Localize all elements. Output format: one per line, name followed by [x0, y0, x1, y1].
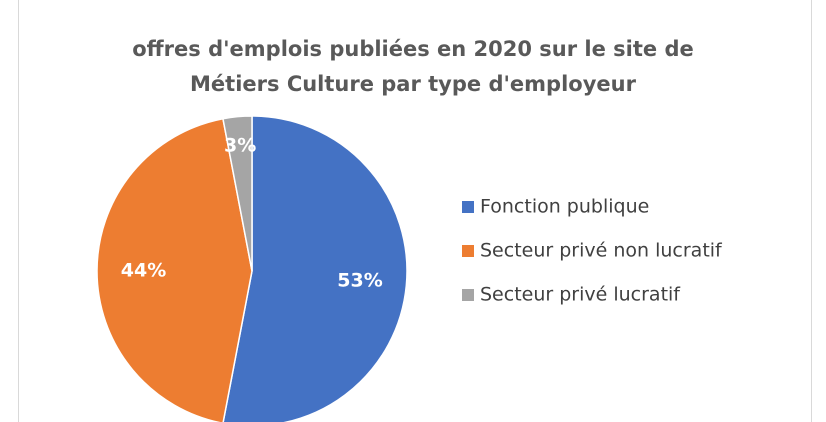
data-label: 53% — [337, 270, 382, 292]
legend-label: Secteur privé non lucratif — [480, 240, 723, 262]
chart-title: offres d'emplois publiées en 2020 sur le… — [132, 37, 694, 61]
legend-swatch — [462, 245, 474, 257]
pie-slice — [222, 115, 253, 272]
chart-title: Métiers Culture par type d'employeur — [190, 72, 637, 96]
legend-label: Fonction publique — [480, 196, 649, 218]
data-label: 44% — [121, 260, 166, 282]
legend-swatch — [462, 289, 474, 301]
legend-label: Secteur privé lucratif — [480, 284, 681, 306]
legend-swatch — [462, 201, 474, 213]
pie-slice — [222, 115, 408, 422]
pie-slice — [96, 117, 253, 422]
data-label: 3% — [224, 135, 256, 157]
